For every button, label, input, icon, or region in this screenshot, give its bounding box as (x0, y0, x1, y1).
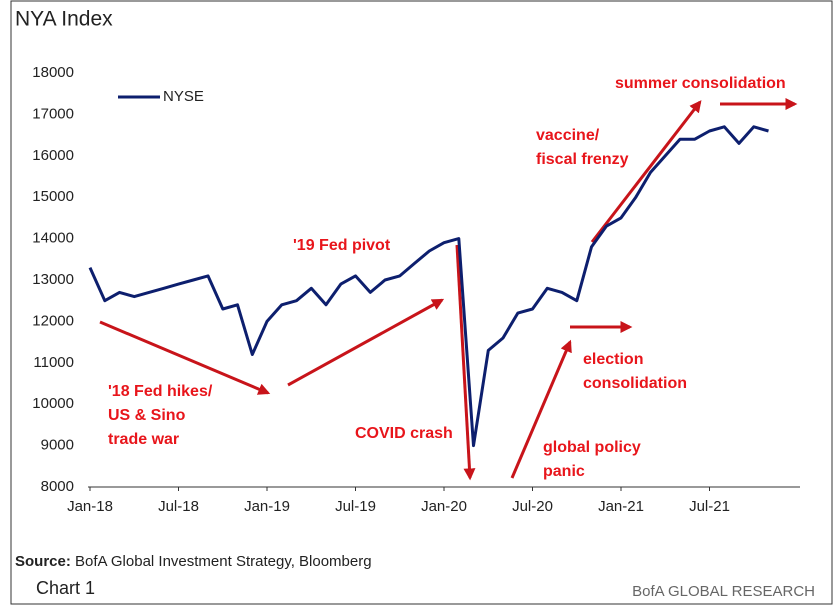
arrow (590, 100, 702, 243)
source-label: Source: (15, 553, 71, 570)
y-tick-label: 15000 (32, 188, 74, 205)
y-tick-label: 8000 (41, 478, 74, 495)
chart-number: Chart 1 (36, 578, 95, 598)
y-tick-label: 13000 (32, 271, 74, 288)
x-tick-label: Jul-19 (335, 498, 376, 515)
x-tick-label: Jan-20 (421, 498, 467, 515)
y-tick-label: 14000 (32, 230, 74, 247)
chart-title: NYA Index (15, 8, 113, 31)
y-tick-label: 9000 (41, 437, 74, 454)
brand: BofA GLOBAL RESEARCH (632, 583, 815, 600)
annotation: trade war (108, 431, 179, 448)
annotation: panic (543, 463, 585, 480)
y-tick-label: 11000 (33, 354, 74, 371)
y-tick-label: 16000 (32, 147, 74, 164)
y-tick-label: 12000 (32, 312, 74, 329)
annotation: '18 Fed hikes/ (108, 383, 213, 400)
y-tick-label: 10000 (32, 395, 74, 412)
annotation: COVID crash (355, 425, 453, 442)
y-tick-label: 17000 (32, 105, 74, 122)
annotation: vaccine/ (536, 127, 600, 144)
arrow (287, 298, 445, 387)
x-tick-label: Jan-21 (598, 498, 644, 515)
source: Source: BofA Global Investment Strategy,… (15, 553, 372, 570)
y-tick-label: 18000 (32, 64, 74, 81)
source-text: BofA Global Investment Strategy, Bloombe… (75, 553, 372, 570)
x-tick-label: Jul-18 (158, 498, 199, 515)
line-series (88, 125, 769, 448)
arrow (455, 244, 476, 481)
annotation: fiscal frenzy (536, 151, 629, 168)
arrows (99, 98, 798, 481)
arrow (510, 339, 572, 479)
annotation: election (583, 351, 643, 368)
annotation: US & Sino (108, 407, 186, 424)
x-tick-label: Jan-19 (244, 498, 290, 515)
x-tick-label: Jan-18 (67, 498, 113, 515)
x-tick-label: Jul-21 (689, 498, 730, 515)
annotation: consolidation (583, 375, 687, 392)
x-tick-label: Jul-20 (512, 498, 553, 515)
frame (10, 0, 833, 605)
annotation: summer consolidation (615, 75, 786, 92)
legend-label: NYSE (163, 88, 204, 105)
annotation: global policy (543, 439, 641, 456)
arrow (99, 320, 271, 395)
annotation: '19 Fed pivot (293, 237, 391, 254)
